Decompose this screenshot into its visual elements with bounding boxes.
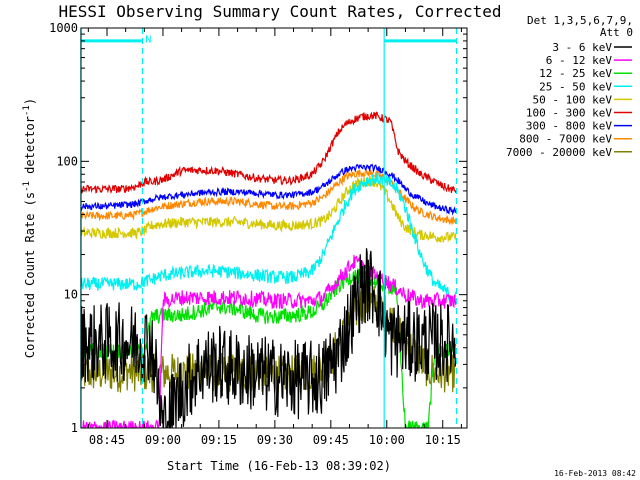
x-tick-label-3: 09:30	[257, 433, 293, 447]
legend-label-7: 800 - 7000 keV	[519, 133, 612, 146]
legend-label-8: 7000 - 20000 keV	[506, 146, 612, 159]
x-axis-ticks: 08:45 09:00 09:15 09:30 09:45 10:00 10:15	[87, 28, 462, 447]
x-tick-label-2: 09:15	[201, 433, 237, 447]
x-tick-label-1: 09:00	[145, 433, 181, 447]
legend-label-6: 300 - 800 keV	[526, 120, 612, 133]
legend-header-line2: Att 0	[600, 26, 633, 39]
legend-header-line1: Det 1,3,5,6,7,9,	[527, 14, 633, 27]
plot-frame	[80, 27, 468, 429]
y-tick-label-3: 1000	[49, 21, 78, 35]
legend-label-4: 50 - 100 keV	[533, 93, 613, 106]
y-tick-label-0: 1	[71, 421, 78, 435]
x-axis-label: Start Time (16-Feb-13 08:39:02)	[167, 459, 391, 473]
series-line-1	[81, 254, 457, 428]
y-tick-label-2: 100	[56, 154, 78, 168]
y-axis-ticks: 1 10 100 1000	[49, 21, 467, 435]
series-line-2	[81, 268, 457, 428]
annotation-n-label: N	[145, 34, 151, 45]
legend-label-2: 12 - 25 keV	[539, 67, 612, 80]
timestamp: 16-Feb-2013 08:42	[554, 469, 636, 478]
x-tick-label-0: 08:45	[89, 433, 125, 447]
legend-label-1: 6 - 12 keV	[546, 54, 613, 67]
series-layer	[81, 111, 457, 428]
series-line-5	[81, 111, 457, 195]
chart-title: HESSI Observing Summary Count Rates, Cor…	[58, 2, 501, 21]
series-line-4	[81, 174, 457, 244]
series-line-0	[81, 248, 457, 428]
x-tick-label-5: 10:00	[369, 433, 405, 447]
legend-label-5: 100 - 300 keV	[526, 107, 612, 120]
x-tick-label-6: 10:15	[425, 433, 461, 447]
x-tick-label-4: 09:45	[313, 433, 349, 447]
legend-label-3: 25 - 50 keV	[539, 80, 612, 93]
y-tick-label-1: 10	[64, 288, 78, 302]
series-line-3	[81, 172, 457, 302]
y-axis-label: Corrected Count Rate (s-1 detector-1)	[22, 98, 37, 358]
series-line-6	[81, 163, 457, 216]
legend-label-0: 3 - 6 keV	[552, 41, 612, 54]
